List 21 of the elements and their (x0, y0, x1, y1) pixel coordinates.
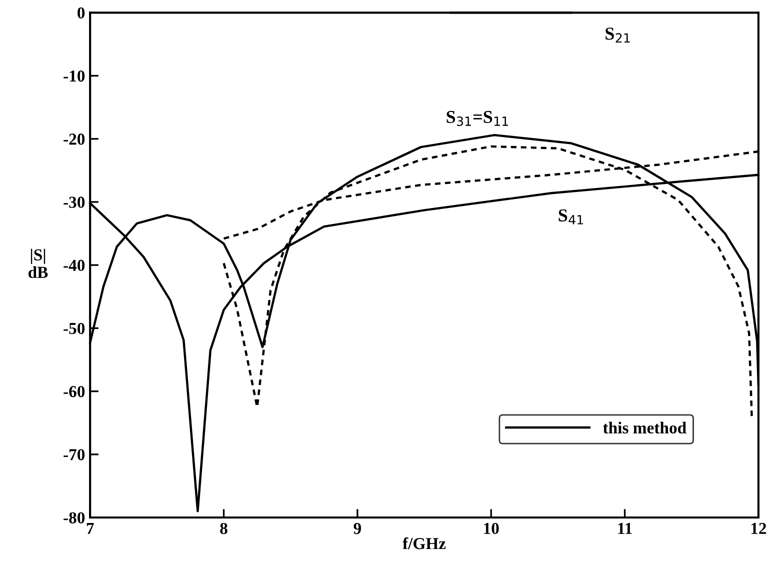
y-tick-label: 0 (78, 7, 85, 19)
y-tick-label: -10 (64, 70, 85, 82)
x-tick-label: 12 (751, 522, 766, 534)
y-tick-label: -20 (64, 134, 85, 145)
annotation: S$_{41}$ (558, 209, 583, 224)
annotation: S$_{21}$ (606, 28, 630, 43)
y-tick-label: -80 (64, 512, 85, 524)
annotation: S$_{31}$=S$_{11}$ (446, 110, 508, 126)
text: this method (603, 422, 686, 434)
y-tick-label: -30 (64, 196, 85, 208)
x-axis-title: f/GHz (402, 537, 446, 550)
y-tick-label: -60 (64, 386, 85, 398)
y-tick-label: -70 (64, 449, 85, 460)
x-tick-label: 10 (484, 522, 499, 534)
y-axis-title: |S| dB (28, 248, 48, 278)
y-tick-label: -40 (64, 260, 85, 272)
x-tick-label: 7 (86, 523, 94, 534)
x-tick-label: 11 (618, 522, 632, 534)
x-tick-label: 8 (220, 522, 228, 534)
x-tick-label: 9 (354, 522, 361, 534)
y-tick-label: -50 (64, 322, 85, 334)
